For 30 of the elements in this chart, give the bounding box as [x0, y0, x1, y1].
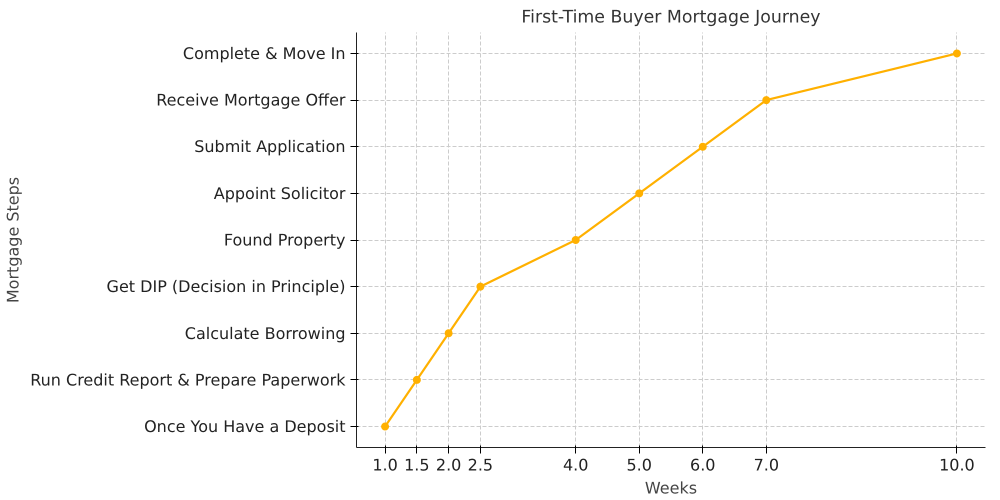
y-tick-label: Submit Application — [194, 137, 346, 156]
x-tick-label: 6.0 — [690, 456, 716, 474]
y-tick-label: Complete & Move In — [182, 44, 346, 63]
point — [635, 189, 644, 198]
point — [698, 142, 707, 151]
point — [952, 49, 961, 58]
y-tick-label: Calculate Borrowing — [184, 324, 346, 343]
y-tick-label: Found Property — [224, 230, 346, 250]
chart-title: First-Time Buyer Mortgage Journey — [521, 8, 821, 28]
point — [381, 422, 390, 431]
point — [572, 236, 580, 244]
x-axis-title: Weeks — [644, 478, 698, 498]
x-tick-label: 1.5 — [404, 456, 430, 474]
x-tick-label: 1.0 — [372, 456, 398, 474]
x-tick-label: 5.0 — [626, 456, 652, 474]
y-tick-label: Appoint Solicitor — [214, 184, 346, 203]
point — [444, 329, 453, 338]
point — [762, 96, 770, 104]
point — [476, 282, 484, 291]
x-tick-label: 7.0 — [754, 456, 780, 474]
x-tick-label: 2.5 — [468, 456, 494, 474]
y-axis-title: Mortgage Steps — [3, 176, 22, 304]
x-tick-label: 2.0 — [436, 456, 462, 474]
y-tick-label: Run Credit Report & Prepare Paperwork — [30, 370, 346, 390]
x-tick-label: 10.0 — [939, 456, 975, 474]
y-tick-label: Once You Have a Deposit — [144, 417, 346, 436]
x-tick-label: 4.0 — [562, 456, 588, 474]
point — [412, 376, 421, 384]
y-tick-label: Receive Mortgage Offer — [156, 90, 346, 110]
y-tick-label: Get DIP (Decision in Principle) — [106, 277, 346, 296]
